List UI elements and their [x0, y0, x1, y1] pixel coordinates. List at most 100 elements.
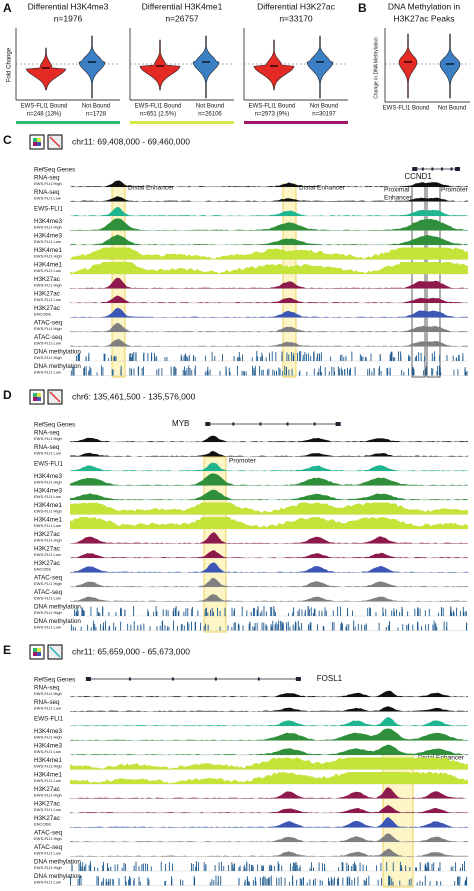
methylation-bar	[171, 876, 173, 886]
methylation-bar	[328, 371, 330, 376]
methylation-bar	[181, 623, 183, 631]
methylation-bar	[102, 625, 104, 631]
track-sub: EWS-FLI1 Low	[34, 552, 61, 557]
methylation-bar	[171, 881, 172, 886]
track-name: DNA methylation	[34, 618, 81, 625]
methylation-bar	[154, 357, 156, 361]
methylation-bar	[294, 626, 296, 631]
methylation-bar	[123, 862, 125, 871]
track-sub: EWS-FLI1 Low	[34, 341, 61, 346]
methylation-bar	[296, 864, 298, 871]
methylation-bar	[419, 862, 421, 871]
methylation-bar	[458, 354, 460, 361]
methylation-bar	[407, 611, 409, 616]
methylation-bar	[431, 368, 433, 376]
methylation-bar	[217, 607, 218, 616]
methylation-bar	[185, 608, 187, 616]
methylation-bar	[275, 622, 277, 631]
track-name: H3K4me3	[34, 743, 62, 750]
methylation-bar	[262, 865, 264, 871]
methylation-bar	[416, 355, 417, 361]
methylation-bar	[278, 620, 280, 631]
methylation-bar	[194, 621, 196, 631]
methylation-bar	[219, 370, 221, 376]
annotation: Distal Enhancer	[299, 185, 346, 192]
track-name: ATAC-seq	[34, 830, 63, 837]
methylation-bar	[175, 606, 177, 616]
signal	[70, 277, 468, 289]
methylation-bar	[233, 622, 235, 631]
methylation-bar	[270, 624, 272, 631]
signal	[70, 757, 468, 770]
methylation-bar	[347, 876, 349, 886]
methylation-bar	[161, 368, 163, 376]
methylation-bar	[271, 865, 273, 871]
methylation-bar	[333, 367, 335, 376]
methylation-bar	[295, 622, 297, 631]
methylation-bar	[270, 875, 272, 886]
methylation-bar	[170, 366, 172, 376]
methylation-bar	[324, 367, 326, 376]
methylation-bar	[262, 882, 264, 886]
methylation-bar	[138, 866, 140, 871]
methylation-bar	[137, 366, 139, 376]
methylation-bar	[457, 369, 459, 376]
methylation-bar	[399, 612, 401, 616]
methylation-bar	[131, 368, 133, 376]
methylation-bar	[99, 612, 101, 616]
methylation-bar	[408, 879, 410, 886]
plot-title: Differential H3K4me3	[28, 1, 109, 11]
track-name: RefSeq Genes	[34, 677, 75, 684]
methylation-bar	[293, 353, 295, 361]
methylation-bar	[453, 369, 455, 376]
methylation-bar	[382, 607, 384, 616]
methylation-bar	[156, 369, 158, 376]
methylation-bar	[238, 867, 240, 871]
methylation-bar	[420, 352, 422, 361]
icon-tile	[37, 648, 41, 652]
methylation-bar	[166, 626, 168, 631]
methylation-bar	[164, 624, 166, 631]
methylation-bar	[440, 372, 442, 376]
methylation-bar	[271, 626, 273, 631]
methylation-bar	[300, 351, 302, 361]
track-name: H3K27ac	[34, 815, 60, 822]
methylation-bar	[273, 609, 275, 616]
methylation-bar	[181, 356, 183, 361]
track-name: RNA-seq	[34, 430, 60, 437]
methylation-bar	[394, 357, 396, 361]
methylation-bar	[120, 368, 122, 376]
annotation: Promoter	[229, 458, 257, 465]
methylation-bar	[129, 367, 131, 376]
methylation-bar	[182, 880, 184, 886]
icon-slash	[49, 391, 61, 403]
group-n: n=26106	[198, 112, 222, 118]
methylation-bar	[354, 366, 356, 376]
methylation-bar	[78, 863, 80, 871]
methylation-bar	[217, 875, 219, 886]
track-name: RNA-seq	[34, 189, 60, 196]
methylation-bar	[261, 622, 263, 631]
methylation-bar	[263, 876, 265, 886]
methylation-bar	[391, 878, 393, 886]
track-sub: EWS-FLI1 High	[34, 225, 62, 230]
methylation-bar	[439, 367, 441, 376]
methylation-bar	[165, 863, 167, 871]
methylation-bar	[256, 609, 258, 616]
methylation-bar	[148, 611, 150, 616]
methylation-bar	[431, 353, 433, 361]
methylation-bar	[250, 611, 252, 616]
methylation-bar	[379, 355, 381, 361]
icon-tile	[37, 652, 41, 656]
methylation-bar	[280, 876, 282, 886]
methylation-bar	[72, 366, 74, 376]
methylation-bar	[419, 880, 421, 886]
methylation-bar	[465, 879, 467, 886]
methylation-bar	[364, 356, 366, 361]
methylation-bar	[425, 368, 427, 376]
methylation-bar	[205, 865, 207, 871]
methylation-bar	[141, 864, 143, 871]
signal	[70, 473, 468, 486]
methylation-bar	[282, 371, 284, 376]
methylation-bar	[310, 356, 312, 361]
